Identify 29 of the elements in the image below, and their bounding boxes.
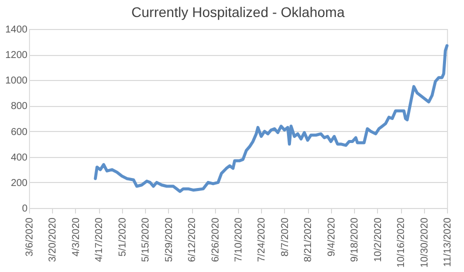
y-tick-label: 800 <box>10 101 28 112</box>
x-tick-label: 9/4/2020 <box>326 217 338 256</box>
x-tick-label: 3/20/2020 <box>48 217 59 262</box>
y-tick-label: 200 <box>10 178 28 189</box>
y-tick-label: 400 <box>10 152 28 164</box>
x-tick-label: 5/1/2020 <box>117 217 128 256</box>
x-tick-label: 10/2/2020 <box>372 217 384 262</box>
y-tick-label: 1400 <box>5 24 28 36</box>
x-tick-label: 8/21/2020 <box>303 217 314 262</box>
y-tick-label: 0 <box>22 204 28 214</box>
x-tick-label: 5/15/2020 <box>140 217 152 262</box>
line-series <box>94 44 448 193</box>
x-tick-label: 8/7/2020 <box>280 217 291 256</box>
chart-title: Currently Hospitalized - Oklahoma <box>131 4 345 20</box>
x-tick-label: 10/16/2020 <box>396 217 408 268</box>
x-tick-label: 9/18/2020 <box>350 217 361 262</box>
x-tick-label: 7/10/2020 <box>234 217 244 262</box>
x-tick-label: 3/6/2020 <box>24 217 36 256</box>
x-tick-label: 6/26/2020 <box>210 217 222 262</box>
x-tick-label: 10/30/2020 <box>419 217 430 268</box>
x-tick-label: 4/3/2020 <box>70 217 82 256</box>
x-tick-label: 4/17/2020 <box>94 217 106 262</box>
y-tick-label: 600 <box>10 126 28 138</box>
y-tick-label: 1200 <box>5 50 28 62</box>
y-tick-label: 1000 <box>5 76 28 87</box>
x-tick-label: 11/13/2020 <box>442 217 454 267</box>
x-tick-label: 7/24/2020 <box>256 217 268 262</box>
x-tick-label: 5/29/2020 <box>164 217 175 262</box>
x-tick-label: 6/12/2020 <box>187 217 198 262</box>
